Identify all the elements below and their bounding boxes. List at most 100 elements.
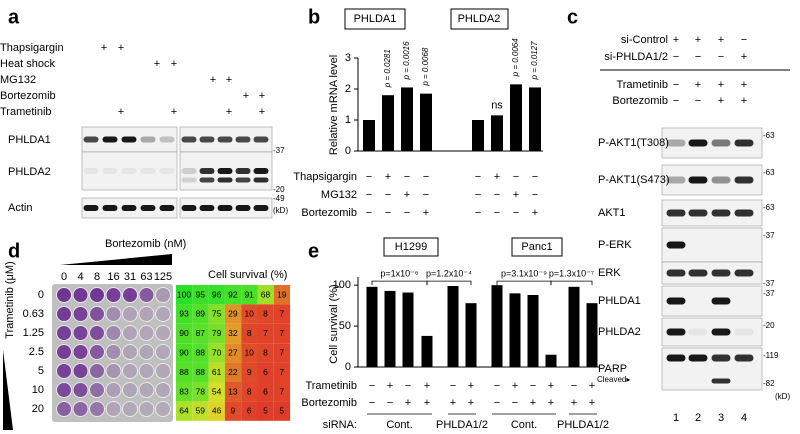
heat-cell [176, 382, 193, 402]
group-label: PHLDA2 [458, 13, 501, 25]
bar [527, 295, 539, 367]
row-label: Bortezomib [612, 95, 668, 107]
sign: + [741, 95, 747, 107]
sirna-label: Cont. [386, 419, 412, 431]
well [56, 306, 72, 322]
annotation: p = 0.0127 [530, 41, 539, 81]
band [159, 205, 175, 211]
sign: + [424, 397, 430, 409]
cell-value: 92 [228, 289, 238, 299]
cell-value: 75 [212, 309, 222, 319]
sign: + [259, 106, 265, 118]
bracket [550, 280, 593, 286]
group-box [511, 237, 563, 257]
bar [402, 292, 414, 367]
band [253, 168, 269, 174]
marker: -37 [763, 279, 775, 288]
y-tick-label: 0 [345, 145, 351, 157]
blot [661, 347, 763, 391]
well [122, 363, 138, 379]
column-label: 4 [77, 271, 83, 283]
heat-cell [241, 323, 258, 344]
sign: + [512, 380, 518, 392]
band [253, 136, 269, 143]
p-value: p=1x10⁻⁶ [380, 268, 419, 278]
cell-value: 87 [196, 328, 206, 338]
cell-value: 7 [263, 328, 268, 338]
blot-label: PHLDA1 [8, 134, 51, 146]
sign: + [385, 171, 391, 183]
sign: + [695, 34, 701, 46]
marker: (kD) [273, 206, 288, 215]
sign: − [366, 171, 372, 183]
heat-cell [241, 401, 258, 421]
cell-value: 91 [244, 289, 254, 299]
sign: − [369, 380, 375, 392]
cell-value: 88 [179, 367, 189, 377]
cell-value: 10 [244, 347, 254, 357]
band [181, 177, 197, 183]
column-label: 125 [154, 271, 172, 283]
group-label: PHLDA1 [354, 13, 397, 25]
bar [366, 286, 378, 367]
sign: − [494, 207, 500, 219]
sign: − [718, 51, 724, 63]
blot-label: PHLDA2 [598, 326, 641, 338]
cell-value: 9 [231, 406, 236, 416]
heat-cell [241, 304, 258, 324]
y-axis-label: Cell survival (%) [328, 284, 340, 363]
heat-cell [176, 343, 193, 363]
heat-cell [257, 362, 274, 382]
cell-value: 78 [196, 386, 206, 396]
band [235, 177, 251, 183]
cell-value: 46 [212, 406, 222, 416]
sign: − [673, 95, 679, 107]
cleaved-label: Cleaved▸ [597, 375, 630, 384]
well [122, 401, 138, 417]
column-label: 63 [140, 271, 152, 283]
cell-value: 13 [228, 386, 238, 396]
band [102, 205, 118, 211]
lane-number: 1 [673, 412, 679, 424]
band [711, 297, 731, 305]
well [122, 306, 138, 322]
sign: − [513, 171, 519, 183]
band [734, 354, 754, 362]
sign: − [475, 189, 481, 201]
blot-label: Actin [8, 202, 32, 214]
bar [568, 286, 580, 367]
sign: + [741, 51, 747, 63]
cell-value: 29 [228, 309, 238, 319]
well [138, 363, 155, 379]
well [72, 344, 89, 360]
well [138, 287, 155, 303]
bracket [371, 280, 428, 286]
band [666, 328, 686, 336]
sirna-label: Cont. [511, 419, 537, 431]
row-label: 20 [32, 403, 44, 415]
heat-cell [176, 304, 193, 324]
well [155, 363, 171, 379]
well [122, 382, 138, 398]
sign: − [366, 207, 372, 219]
bar [401, 87, 413, 151]
band [666, 176, 686, 184]
well [155, 325, 171, 341]
band [199, 136, 215, 143]
band [199, 168, 215, 174]
sign: + [423, 207, 429, 219]
cell-value: 27 [228, 347, 238, 357]
heat-cell [192, 382, 209, 402]
bar [382, 95, 394, 151]
bar [420, 93, 432, 151]
bar [384, 290, 396, 367]
heat-cell [208, 285, 225, 305]
well [138, 306, 155, 322]
wedge [3, 350, 13, 430]
sign: + [548, 380, 554, 392]
sign: + [468, 380, 474, 392]
band [688, 328, 708, 336]
band [217, 205, 233, 211]
heat-cell [192, 362, 209, 382]
cell-value: 10 [244, 309, 254, 319]
